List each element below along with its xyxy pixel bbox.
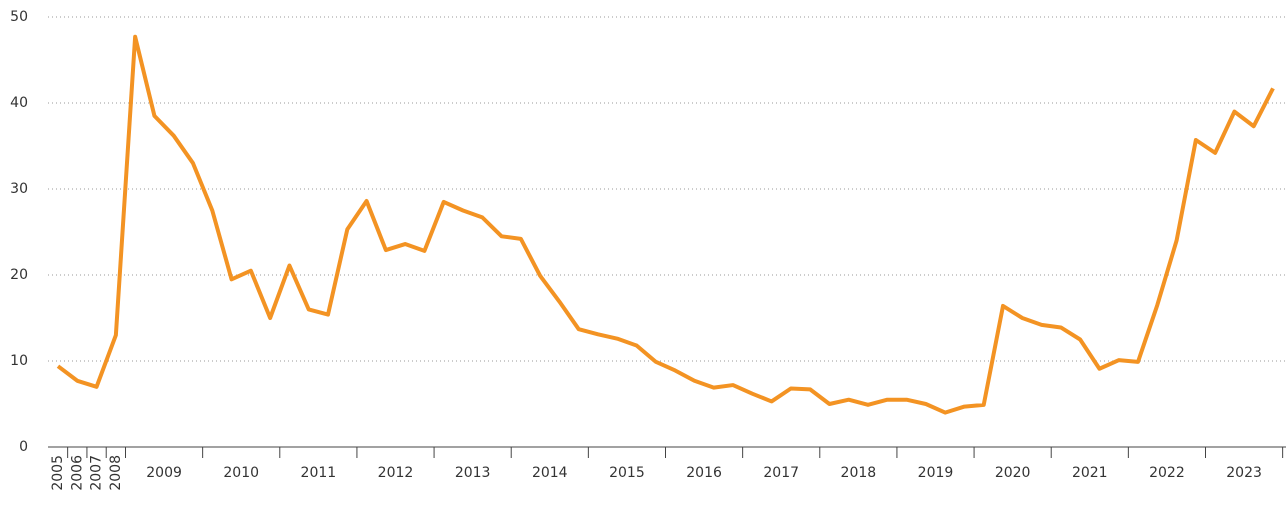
x-tick-label: 2007	[89, 455, 105, 491]
x-tick-label: 2019	[918, 465, 954, 481]
x-tick-label: 2009	[146, 465, 182, 481]
x-tick-label: 2008	[108, 455, 124, 491]
x-tick-label: 2006	[69, 455, 85, 491]
y-tick-label: 40	[10, 95, 28, 111]
x-tick-label: 2011	[301, 465, 337, 481]
x-tick-label: 2017	[763, 465, 799, 481]
y-tick-label: 10	[10, 353, 28, 369]
y-tick-label: 20	[10, 267, 28, 283]
x-tick-label: 2016	[686, 465, 722, 481]
x-tick-label: 2020	[995, 465, 1031, 481]
x-tick-label: 2014	[532, 465, 568, 481]
x-tick-label: 2021	[1072, 465, 1108, 481]
x-tick-label: 2005	[50, 455, 66, 491]
x-tick-label: 2012	[378, 465, 414, 481]
x-tick-label: 2015	[609, 465, 645, 481]
data-line	[56, 34, 1275, 415]
x-tick-label: 2010	[223, 465, 259, 481]
y-tick-label: 30	[10, 181, 28, 197]
y-tick-label: 50	[10, 9, 28, 25]
x-tick-label: 2023	[1226, 465, 1262, 481]
x-tick-label: 2022	[1149, 465, 1185, 481]
x-tick-label: 2018	[841, 465, 877, 481]
y-tick-label: 0	[19, 439, 28, 455]
x-tick-label: 2013	[455, 465, 491, 481]
